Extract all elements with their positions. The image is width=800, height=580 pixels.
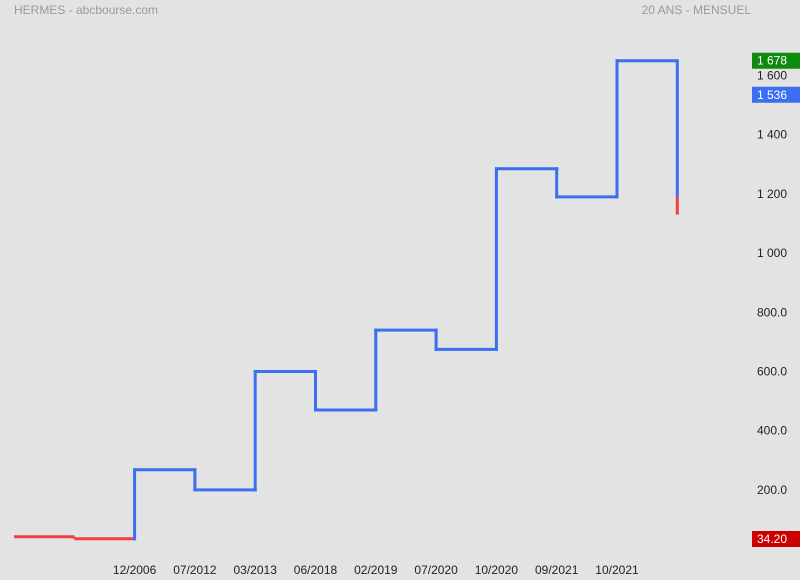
chart-period: 20 ANS - MENSUEL xyxy=(641,3,751,17)
y-tick-label: 1 200 xyxy=(757,187,787,201)
x-tick-label: 03/2013 xyxy=(234,563,278,577)
x-tick-label: 02/2019 xyxy=(354,563,398,577)
x-tick-label: 06/2018 xyxy=(294,563,338,577)
series-layer xyxy=(14,59,679,541)
x-tick-label: 12/2006 xyxy=(113,563,157,577)
y-tick-label: 400.0 xyxy=(757,424,787,438)
price-badges: 1 678 1 536 34.20 xyxy=(752,52,800,547)
y-tick-label: 800.0 xyxy=(757,305,787,319)
y-tick-label: 600.0 xyxy=(757,365,787,379)
x-axis: 12/2006 07/2012 03/2013 06/2018 02/2019 07/20… xyxy=(113,563,639,577)
chart-title: HERMES - abcbourse.com xyxy=(14,3,159,17)
y-tick-label: 1 400 xyxy=(757,128,787,142)
price-badge xyxy=(752,86,800,103)
y-tick-label: 1 600 xyxy=(757,69,787,83)
y-tick-label: 1 000 xyxy=(757,246,787,260)
price-badge xyxy=(752,530,800,547)
price-badge xyxy=(752,52,800,69)
x-tick-label: 07/2020 xyxy=(414,563,458,577)
x-tick-label: 09/2021 xyxy=(535,563,579,577)
x-tick-label: 07/2012 xyxy=(173,563,217,577)
y-axis: 200.0 400.0 600.0 800.0 1 000 1 200 1 400 1 600 xyxy=(757,69,787,497)
price-badge-label: 1 678 xyxy=(757,54,787,68)
price-badge-label: 1 536 xyxy=(757,88,787,102)
price-badge-label: 34.20 xyxy=(757,532,787,546)
x-tick-label: 10/2021 xyxy=(595,563,639,577)
y-tick-label: 200.0 xyxy=(757,483,787,497)
x-tick-label: 10/2020 xyxy=(475,563,519,577)
